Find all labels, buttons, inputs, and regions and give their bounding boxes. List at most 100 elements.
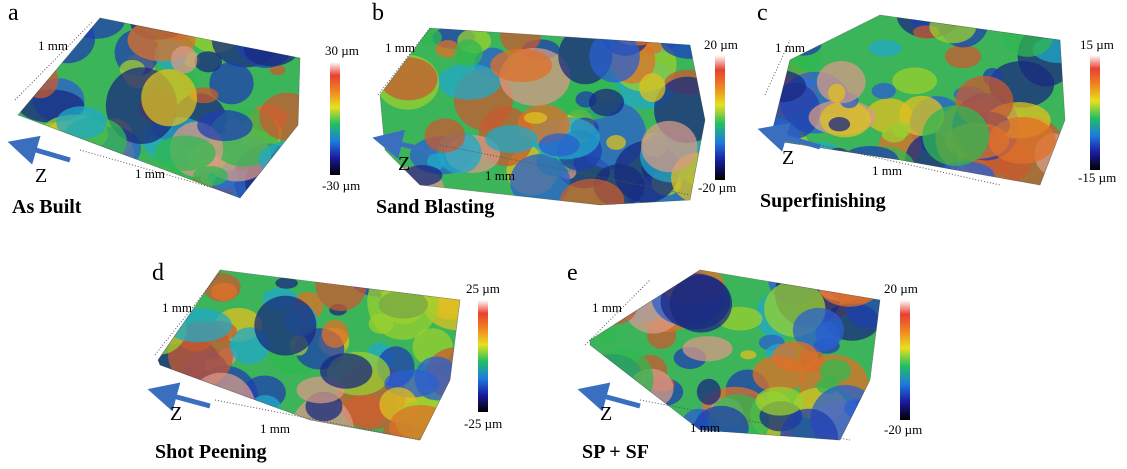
surface-patch: [644, 42, 663, 54]
color-bar: [478, 300, 488, 412]
surface-patch: [259, 92, 300, 141]
surface-patch: [866, 384, 880, 401]
surface-patch: [66, 18, 125, 39]
surface-patch: [988, 116, 1056, 164]
surface-patch: [349, 274, 368, 289]
surface-patch: [194, 51, 222, 73]
length-label: 1 mm: [385, 40, 415, 55]
surface-patch: [682, 336, 733, 362]
surface-patch: [560, 178, 625, 205]
scale-min: -15 µm: [1078, 170, 1116, 185]
surface-edge: [769, 14, 1066, 186]
color-bar: [900, 300, 910, 420]
surface-patch: [694, 56, 705, 72]
dim-line: [584, 279, 651, 346]
surface-patch: [793, 148, 830, 172]
axis-label: Z: [600, 403, 612, 425]
surface-patch: [315, 270, 367, 312]
surface-patch: [237, 18, 294, 48]
surface-patch: [437, 63, 501, 100]
surface-patch: [772, 341, 819, 373]
axis-label: Z: [398, 153, 410, 175]
surface-patch: [47, 27, 66, 38]
scale-max: 15 µm: [1080, 37, 1114, 52]
surface-patch: [170, 45, 198, 74]
surface: [770, 15, 1065, 185]
length-label: 1 mm: [872, 163, 902, 178]
surface: [590, 270, 880, 440]
surface-patch: [258, 141, 300, 178]
surface-patch: [828, 117, 851, 132]
scale-min: -25 µm: [464, 416, 502, 431]
surface-patch: [57, 159, 113, 195]
surface-patch: [696, 378, 721, 405]
surface-patch: [367, 270, 439, 340]
surface-patch: [435, 40, 461, 58]
surface-patch: [158, 389, 200, 440]
surface-patch: [141, 69, 198, 127]
surface-patch: [589, 30, 640, 83]
scale-max: 30 µm: [325, 43, 359, 58]
surface-patch: [193, 165, 229, 186]
surface-patch: [313, 270, 362, 286]
surface-patch: [197, 110, 253, 142]
surface-edge: [589, 269, 881, 441]
surface-patch: [868, 39, 902, 57]
z-arrow: [577, 382, 641, 412]
surface-patch: [254, 295, 317, 356]
surface-patch: [935, 161, 995, 185]
surface-patch: [27, 55, 53, 79]
surface: [380, 28, 705, 205]
surface: [18, 18, 300, 198]
surface-patch: [538, 133, 580, 157]
surface-patch: [275, 277, 298, 289]
surface-patch: [588, 88, 625, 117]
panel-letter: d: [152, 260, 164, 286]
panel-letter: e: [567, 260, 578, 286]
surface-patch: [320, 353, 373, 389]
length-label: 1 mm: [38, 38, 68, 53]
dim-line: [154, 269, 223, 356]
z-arrow: [372, 129, 436, 159]
dim-line: [214, 399, 421, 441]
surface-patch: [321, 319, 349, 348]
surface-patch: [454, 39, 483, 67]
dim-line: [439, 144, 691, 196]
panel-letter: a: [8, 0, 19, 26]
surface-edge: [17, 17, 301, 199]
axis-label: Z: [170, 403, 182, 425]
surface-patch: [944, 44, 982, 69]
surface-patch: [812, 15, 847, 31]
z-arrow: [7, 135, 71, 165]
surface-patch: [802, 15, 857, 31]
surface-patch: [380, 57, 438, 101]
panel-title: SP + SF: [582, 441, 649, 463]
scale-max: 25 µm: [466, 281, 500, 296]
surface-patch: [892, 67, 938, 95]
surface-patch: [612, 270, 635, 285]
surface-patch: [892, 121, 911, 138]
surface-patch: [500, 28, 542, 54]
panel-title: Sand Blasting: [376, 196, 494, 218]
length-label: 1 mm: [775, 40, 805, 55]
surface-patch: [828, 83, 846, 103]
color-bar: [1090, 55, 1100, 170]
surface-patch: [1002, 18, 1053, 57]
scale-min: -20 µm: [884, 422, 922, 437]
scale-max: 20 µm: [704, 37, 738, 52]
surface-edge: [157, 269, 461, 441]
surface-patch: [871, 82, 896, 99]
surface-patch: [73, 152, 93, 174]
dim-line: [764, 39, 791, 96]
surface-patch: [380, 166, 390, 186]
scale-min: -20 µm: [698, 180, 736, 195]
surface-patch: [819, 358, 852, 383]
surface-patch: [276, 18, 300, 48]
panel-letter: b: [372, 0, 384, 26]
dim-line: [79, 149, 239, 196]
surface-patch: [424, 118, 466, 153]
surface-patch: [400, 270, 450, 298]
panel-letter: c: [757, 0, 768, 26]
surface-patch: [158, 380, 224, 432]
surface-patch: [740, 350, 757, 360]
